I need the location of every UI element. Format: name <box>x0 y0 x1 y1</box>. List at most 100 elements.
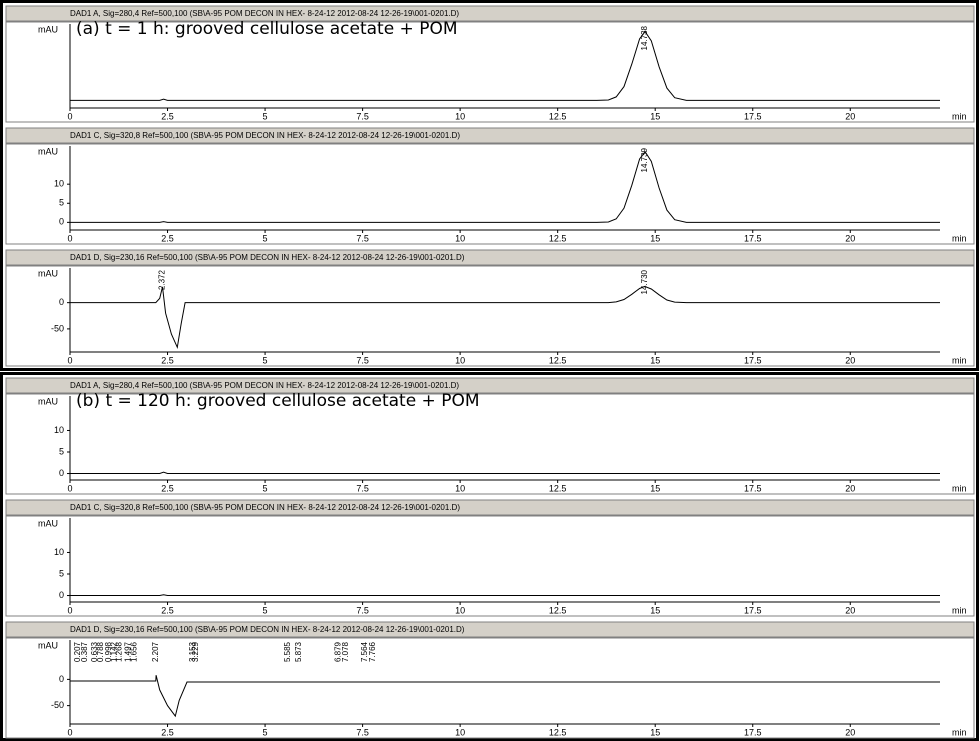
peak-label: 0.998 <box>104 641 113 662</box>
peak-label: 0.633 <box>90 641 99 662</box>
x-tick-label: 5 <box>263 483 268 493</box>
peak-label: 2.372 <box>158 269 167 290</box>
peak-label: 14.730 <box>640 269 649 294</box>
y-tick-label: 0 <box>59 468 64 478</box>
panel-annotation: (a) t = 1 h: grooved cellulose acetate +… <box>76 19 458 39</box>
panel-title: DAD1 C, Sig=320,8 Ref=500,100 (SB\A-95 P… <box>70 503 460 512</box>
plot-area <box>5 21 975 123</box>
x-tick-label: 5 <box>263 605 268 615</box>
peak-label: 2.207 <box>151 641 160 662</box>
x-tick-label: 17.5 <box>744 727 762 737</box>
peak-label: 1.497 <box>124 641 133 662</box>
x-tick-label: 17.5 <box>744 483 762 493</box>
peak-label: 6.879 <box>333 641 342 662</box>
y-tick-label: 5 <box>59 198 64 208</box>
x-tick-label: 20 <box>845 233 855 243</box>
plot-area <box>5 143 975 245</box>
y-tick-label: 5 <box>59 446 64 456</box>
panel-header <box>5 127 975 144</box>
x-tick-label: 17.5 <box>744 233 762 243</box>
y-tick-label: 5 <box>59 568 64 578</box>
x-axis-label: min <box>952 727 967 737</box>
x-tick-label: 17.5 <box>744 605 762 615</box>
y-tick-label: 10 <box>54 425 64 435</box>
y-tick-label: 10 <box>54 547 64 557</box>
x-tick-label: 7.5 <box>356 111 369 121</box>
x-tick-label: 5 <box>263 355 268 365</box>
x-tick-label: 12.5 <box>549 111 567 121</box>
plot-area <box>5 515 975 617</box>
peak-label: 0.387 <box>80 641 89 662</box>
peak-label: 1.268 <box>115 641 124 662</box>
plot-area <box>5 637 975 739</box>
peak-label: 7.564 <box>360 641 369 662</box>
signal-line <box>70 285 940 350</box>
y-tick-label: -50 <box>51 323 64 333</box>
x-tick-label: 2.5 <box>161 355 174 365</box>
y-axis-label: mAU <box>38 518 58 528</box>
x-tick-label: 12.5 <box>549 233 567 243</box>
x-tick-label: 0 <box>67 233 72 243</box>
x-tick-label: 0 <box>67 355 72 365</box>
panel-title: DAD1 D, Sig=230,16 Ref=500,100 (SB\A-95 … <box>70 253 465 262</box>
y-tick-label: 0 <box>59 674 64 684</box>
x-tick-label: 20 <box>845 605 855 615</box>
peak-label: 3.153 <box>188 641 197 662</box>
panel-header <box>5 249 975 266</box>
x-tick-label: 15 <box>650 727 660 737</box>
x-tick-label: 7.5 <box>356 727 369 737</box>
peak-label: 14.739 <box>640 147 649 172</box>
x-tick-label: 20 <box>845 483 855 493</box>
x-tick-label: 7.5 <box>356 233 369 243</box>
panel-box-b <box>0 372 979 741</box>
y-axis-label: mAU <box>38 268 58 278</box>
x-axis-label: min <box>952 605 967 615</box>
x-tick-label: 7.5 <box>356 483 369 493</box>
x-tick-label: 10 <box>455 727 465 737</box>
x-tick-label: 15 <box>650 111 660 121</box>
panel-title: DAD1 A, Sig=280,4 Ref=500,100 (SB\A-95 P… <box>70 9 459 18</box>
x-tick-label: 17.5 <box>744 355 762 365</box>
x-tick-label: 12.5 <box>549 605 567 615</box>
y-axis-label: mAU <box>38 396 58 406</box>
peak-label: 7.078 <box>341 641 350 662</box>
peak-label: 14.738 <box>640 25 649 50</box>
y-tick-label: 0 <box>59 590 64 600</box>
x-tick-label: 10 <box>455 233 465 243</box>
x-tick-label: 0 <box>67 727 72 737</box>
signal-line <box>70 150 940 223</box>
x-tick-label: 20 <box>845 111 855 121</box>
x-tick-label: 12.5 <box>549 483 567 493</box>
x-tick-label: 7.5 <box>356 605 369 615</box>
x-tick-label: 0 <box>67 111 72 121</box>
peak-label: 0.788 <box>96 641 105 662</box>
panel-header <box>5 5 975 22</box>
x-tick-label: 5 <box>263 111 268 121</box>
x-tick-label: 15 <box>650 483 660 493</box>
x-tick-label: 10 <box>455 605 465 615</box>
y-axis-label: mAU <box>38 640 58 650</box>
x-tick-label: 2.5 <box>161 605 174 615</box>
x-tick-label: 5 <box>263 233 268 243</box>
panel-header <box>5 499 975 516</box>
panel-header <box>5 377 975 394</box>
y-tick-label: 10 <box>54 179 64 189</box>
y-tick-label: 0 <box>59 217 64 227</box>
panel-title: DAD1 C, Sig=320,8 Ref=500,100 (SB\A-95 P… <box>70 131 460 140</box>
plot-area <box>5 393 975 495</box>
signal-line <box>70 471 940 474</box>
x-tick-label: 7.5 <box>356 355 369 365</box>
peak-label: 5.585 <box>283 641 292 662</box>
y-tick-label: -50 <box>51 700 64 710</box>
panel-header <box>5 621 975 638</box>
x-tick-label: 17.5 <box>744 111 762 121</box>
x-tick-label: 10 <box>455 111 465 121</box>
peak-label: 1.142 <box>110 641 119 662</box>
x-tick-label: 2.5 <box>161 483 174 493</box>
y-axis-label: mAU <box>38 24 58 34</box>
x-axis-label: min <box>952 233 967 243</box>
panel-box-a <box>0 0 979 371</box>
panel-title: DAD1 D, Sig=230,16 Ref=500,100 (SB\A-95 … <box>70 625 465 634</box>
